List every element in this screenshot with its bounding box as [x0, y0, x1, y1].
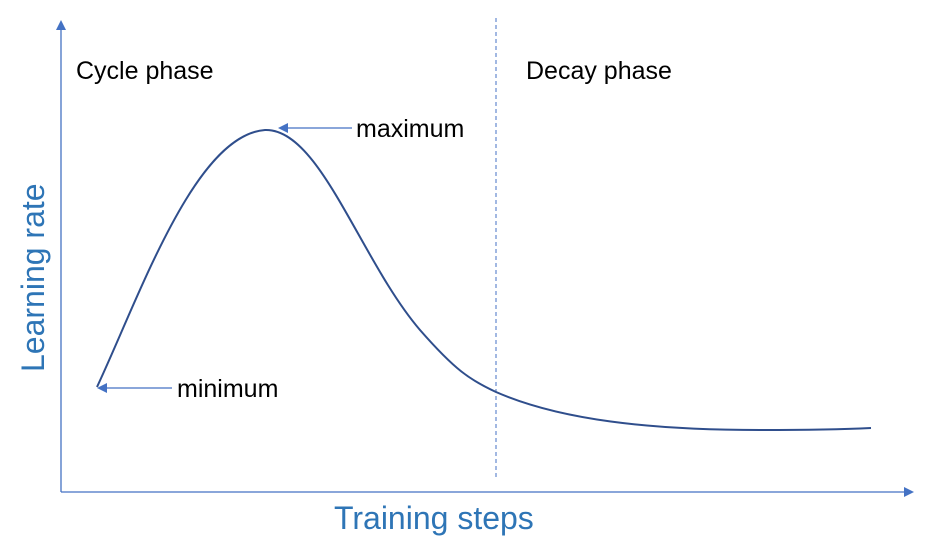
learning-rate-curve	[96, 128, 872, 432]
decay-phase-label: Decay phase	[526, 57, 672, 85]
minimum-label: minimum	[177, 375, 278, 403]
cycle-phase-label: Cycle phase	[76, 57, 214, 85]
y-axis-label: Learning rate	[15, 183, 51, 372]
maximum-label: maximum	[356, 115, 464, 143]
x-axis-label: Training steps	[334, 500, 534, 536]
